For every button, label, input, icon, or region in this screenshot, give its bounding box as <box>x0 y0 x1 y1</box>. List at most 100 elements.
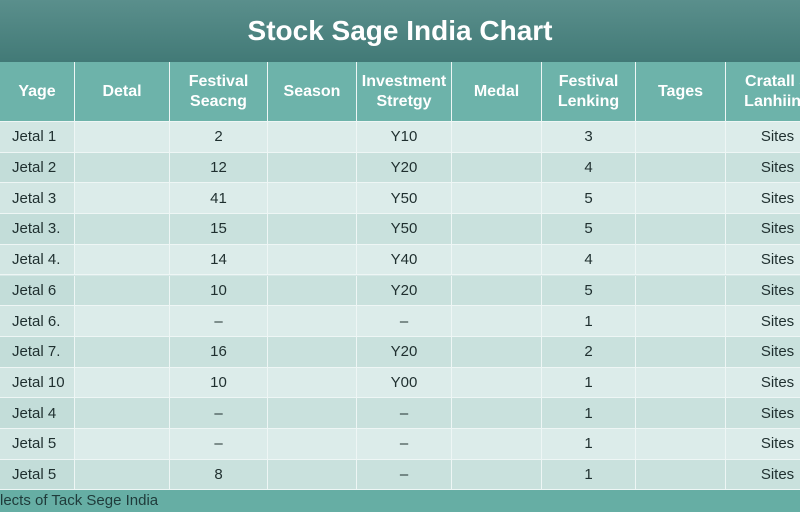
table-cell: Sites <box>726 214 800 245</box>
table-cell: Sites <box>726 244 800 276</box>
table-cell: – <box>170 429 268 460</box>
empty-cell <box>452 122 542 153</box>
empty-cell <box>452 336 542 368</box>
empty-cell <box>75 275 170 307</box>
empty-cell <box>75 214 170 245</box>
table-cell: 8 <box>170 459 268 490</box>
table-cell: – <box>357 398 452 429</box>
empty-cell <box>268 183 357 215</box>
empty-cell <box>452 306 542 337</box>
empty-cell <box>636 336 726 368</box>
table-cell: Sites <box>726 152 800 184</box>
table-cell: Jetal 6 <box>0 275 75 307</box>
empty-cell <box>268 275 357 307</box>
table-cell: – <box>170 398 268 429</box>
table-cell: Jetal 4. <box>0 244 75 276</box>
table-cell: – <box>170 306 268 337</box>
table-cell: 1 <box>542 459 636 490</box>
table-cell: Jetal 7. <box>0 336 75 368</box>
table-cell: Jetal 2 <box>0 152 75 184</box>
table-cell: 2 <box>542 336 636 368</box>
table-cell: Y10 <box>357 122 452 153</box>
table-cell: Sites <box>726 122 800 153</box>
table-cell: Y50 <box>357 183 452 215</box>
table-cell: Jetal 6. <box>0 306 75 337</box>
empty-cell <box>75 336 170 368</box>
empty-cell <box>75 183 170 215</box>
table-cell: 41 <box>170 183 268 215</box>
table-cell: Y20 <box>357 275 452 307</box>
table-cell: 5 <box>542 275 636 307</box>
table-cell: 1 <box>542 429 636 460</box>
column-header: Yage <box>0 62 75 122</box>
empty-cell <box>75 152 170 184</box>
table-cell: Y20 <box>357 336 452 368</box>
empty-cell <box>636 152 726 184</box>
table-cell: 4 <box>542 244 636 276</box>
empty-cell <box>452 429 542 460</box>
column-header: Detal <box>75 62 170 122</box>
column-header: Tages <box>636 62 726 122</box>
table-cell: Jetal 1 <box>0 122 75 153</box>
table-cell: 5 <box>542 183 636 215</box>
table-cell: Y50 <box>357 214 452 245</box>
table-cell: 2 <box>170 122 268 153</box>
empty-cell <box>452 398 542 429</box>
column-header: Festival Lenking <box>542 62 636 122</box>
table-cell: Jetal 5 <box>0 459 75 490</box>
empty-cell <box>268 244 357 276</box>
table-cell: Jetal 3 <box>0 183 75 215</box>
table-cell: Sites <box>726 367 800 399</box>
empty-cell <box>268 214 357 245</box>
empty-cell <box>75 122 170 153</box>
table-cell: Jetal 10 <box>0 367 75 399</box>
empty-cell <box>268 398 357 429</box>
empty-cell <box>636 367 726 399</box>
table-cell: Sites <box>726 459 800 490</box>
empty-cell <box>452 459 542 490</box>
empty-cell <box>75 398 170 429</box>
empty-cell <box>636 244 726 276</box>
table-cell: Sites <box>726 183 800 215</box>
table-cell: Sites <box>726 306 800 337</box>
table-cell: 1 <box>542 398 636 429</box>
column-header: Cratall S Lanhiing <box>726 62 800 122</box>
table-cell: 16 <box>170 336 268 368</box>
empty-cell <box>452 214 542 245</box>
table-cell: 1 <box>542 367 636 399</box>
column-header: Medal <box>452 62 542 122</box>
empty-cell <box>268 429 357 460</box>
empty-cell <box>268 152 357 184</box>
empty-cell <box>636 398 726 429</box>
table-cell: 10 <box>170 275 268 307</box>
table-cell: Sites <box>726 398 800 429</box>
table-cell: Jetal 3. <box>0 214 75 245</box>
table-cell: 5 <box>542 214 636 245</box>
table-cell: 12 <box>170 152 268 184</box>
table-cell: Sites <box>726 275 800 307</box>
table-cell: 1 <box>542 306 636 337</box>
empty-cell <box>636 122 726 153</box>
table-cell: Y20 <box>357 152 452 184</box>
empty-cell <box>452 244 542 276</box>
table-cell: – <box>357 459 452 490</box>
empty-cell <box>268 306 357 337</box>
table-cell: Y40 <box>357 244 452 276</box>
empty-cell <box>636 214 726 245</box>
table-cell: Y00 <box>357 367 452 399</box>
footer: lects of Tack Sege India <box>0 490 800 512</box>
table-cell: 3 <box>542 122 636 153</box>
empty-cell <box>452 275 542 307</box>
empty-cell <box>75 367 170 399</box>
empty-cell <box>75 306 170 337</box>
table-cell: Sites <box>726 336 800 368</box>
empty-cell <box>268 336 357 368</box>
empty-cell <box>636 275 726 307</box>
empty-cell <box>452 367 542 399</box>
empty-cell <box>636 306 726 337</box>
table-cell: – <box>357 306 452 337</box>
column-header: Festival Seacng <box>170 62 268 122</box>
table-cell: Jetal 4 <box>0 398 75 429</box>
empty-cell <box>75 459 170 490</box>
